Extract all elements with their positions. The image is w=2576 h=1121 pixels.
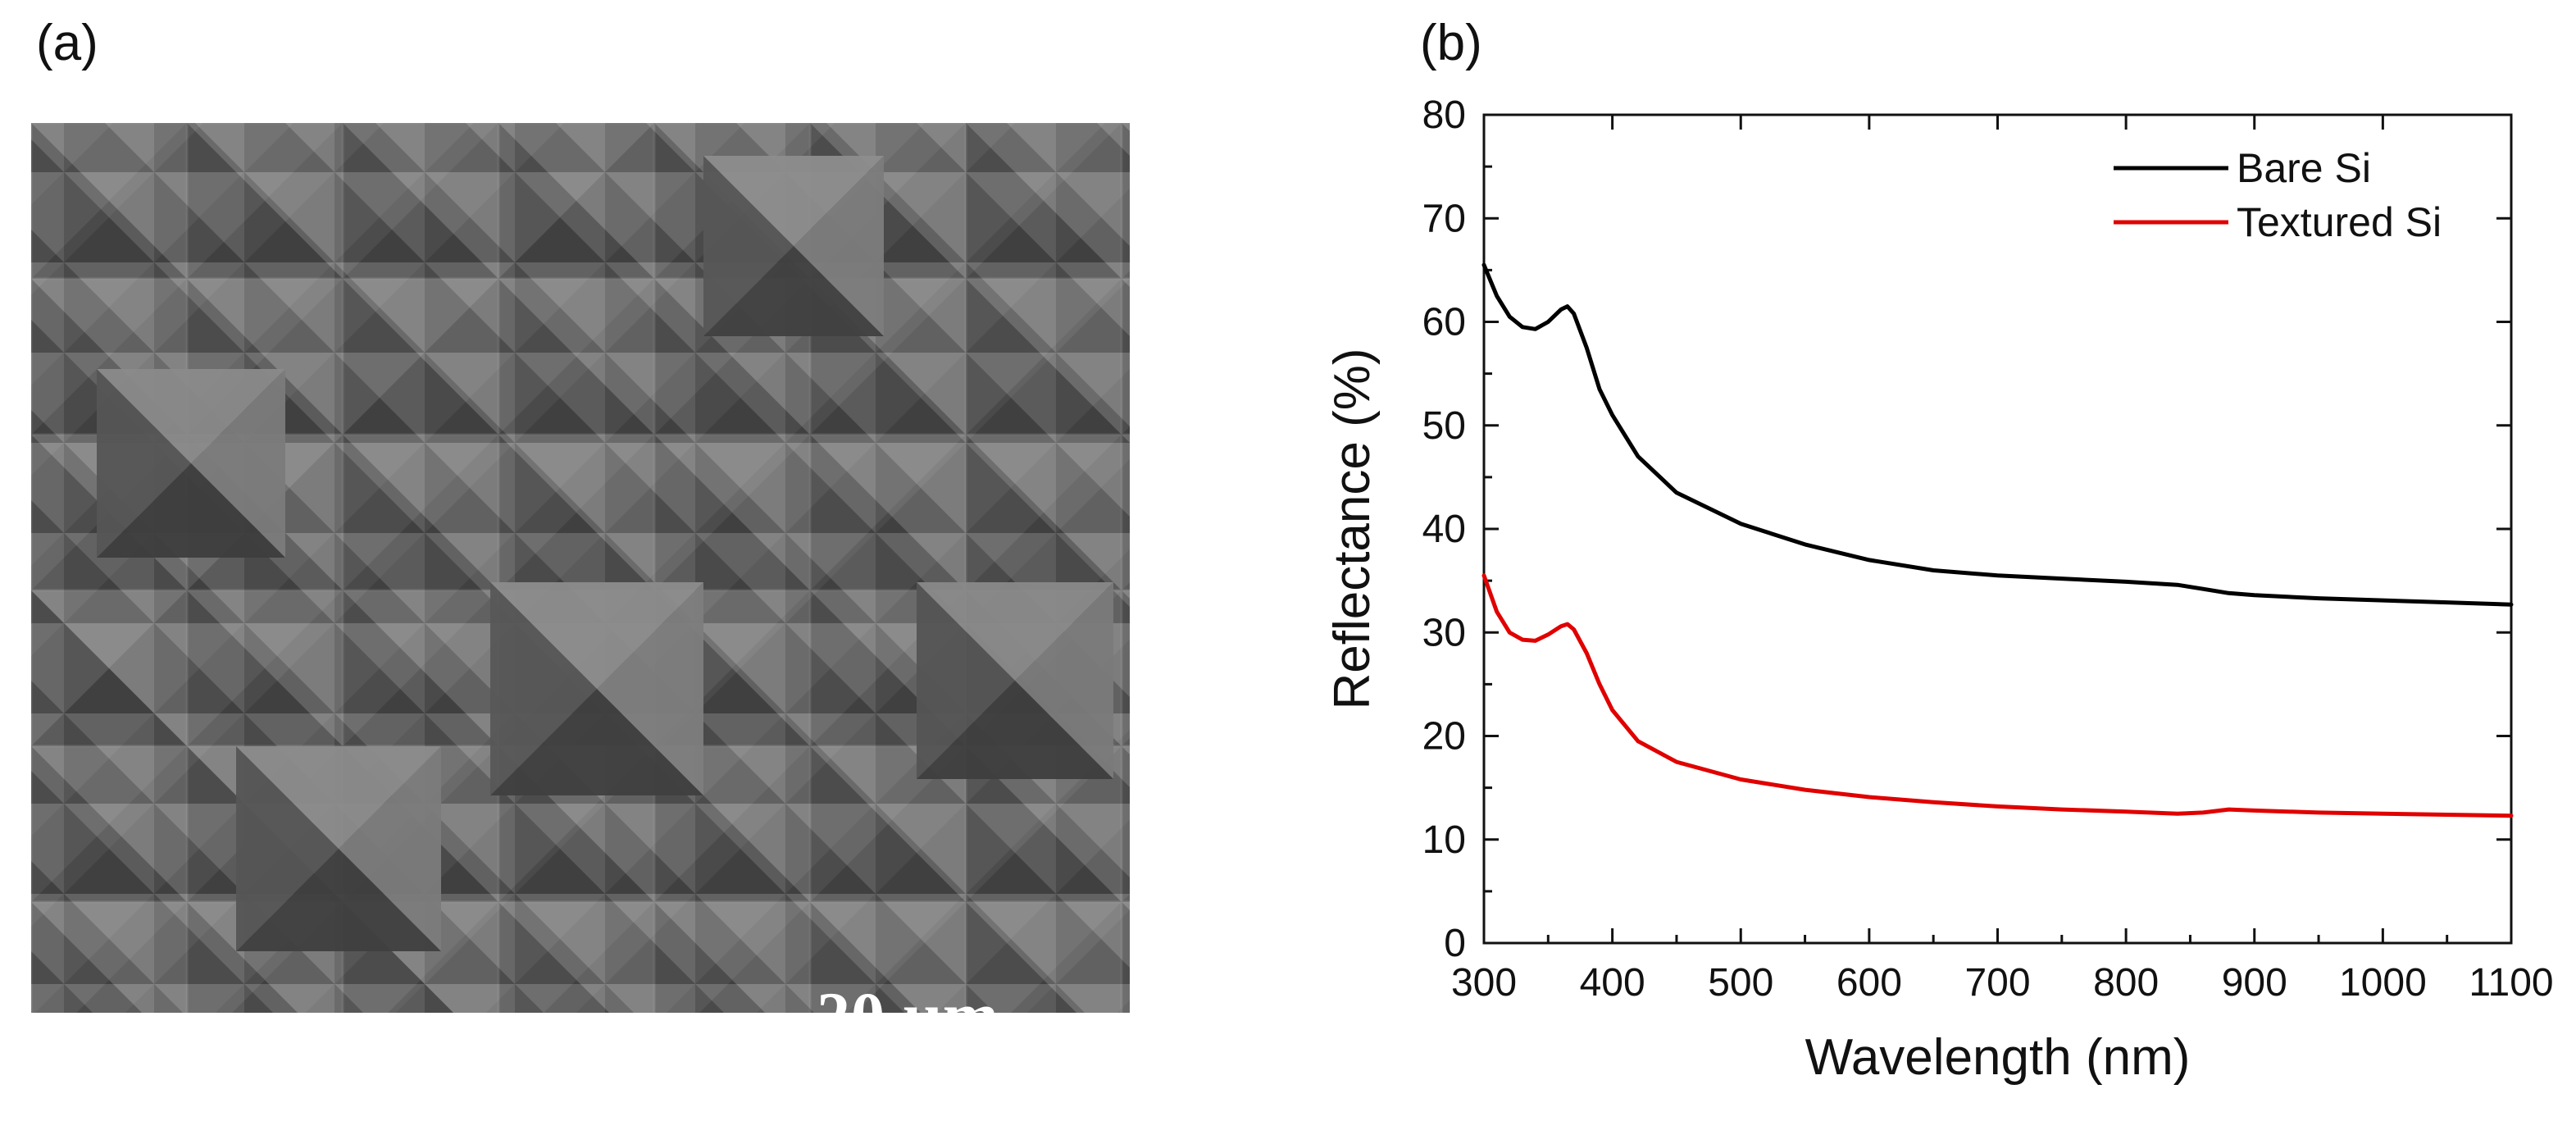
scale-bar-label: 20 µm	[817, 982, 999, 1014]
reflectance-chart: 0 10 20 30 40 50 60 70 80 300 400 500 600 700 800 900 1…	[1324, 93, 2554, 1086]
legend: Bare Si Textured Si	[2114, 145, 2442, 245]
panel-label-b: (b)	[1420, 15, 1482, 71]
y-axis-ticks: 0 10 20 30 40 50 60 70 80	[1422, 93, 2511, 965]
x-tick-label: 400	[1580, 961, 1645, 1005]
y-tick-label: 0	[1444, 922, 1466, 965]
y-tick-label: 10	[1422, 818, 1466, 862]
y-tick-label: 40	[1422, 508, 1466, 551]
y-tick-label: 60	[1422, 301, 1466, 344]
x-tick-label: 900	[2222, 961, 2287, 1005]
x-tick-label: 1100	[2469, 961, 2553, 1005]
series-lines	[1481, 262, 2514, 818]
legend-label-textured-si: Textured Si	[2237, 199, 2442, 245]
x-tick-label: 700	[1964, 961, 2030, 1005]
series-line-bare-si	[1481, 262, 2514, 607]
y-tick-label: 80	[1422, 93, 1466, 137]
x-tick-label: 500	[1708, 961, 1773, 1005]
x-axis-ticks: 300 400 500 600 700 800 900 1000 1100	[1451, 115, 2554, 1005]
y-tick-label: 20	[1422, 715, 1466, 759]
series-line-textured-si	[1481, 573, 2514, 818]
y-tick-label: 30	[1422, 611, 1466, 654]
panel-label-a: (a)	[36, 15, 98, 71]
y-axis-label: Reflectance (%)	[1324, 348, 1381, 709]
legend-label-bare-si: Bare Si	[2237, 145, 2371, 191]
x-tick-label: 300	[1451, 961, 1517, 1005]
x-tick-label: 1000	[2339, 961, 2427, 1005]
x-tick-label: 600	[1836, 961, 1902, 1005]
y-tick-label: 70	[1422, 197, 1466, 240]
x-tick-label: 800	[2093, 961, 2159, 1005]
x-axis-label: Wavelength (nm)	[1805, 1029, 2191, 1086]
y-tick-label: 50	[1422, 404, 1466, 448]
sem-micrograph: 20 µm	[31, 123, 1130, 1013]
